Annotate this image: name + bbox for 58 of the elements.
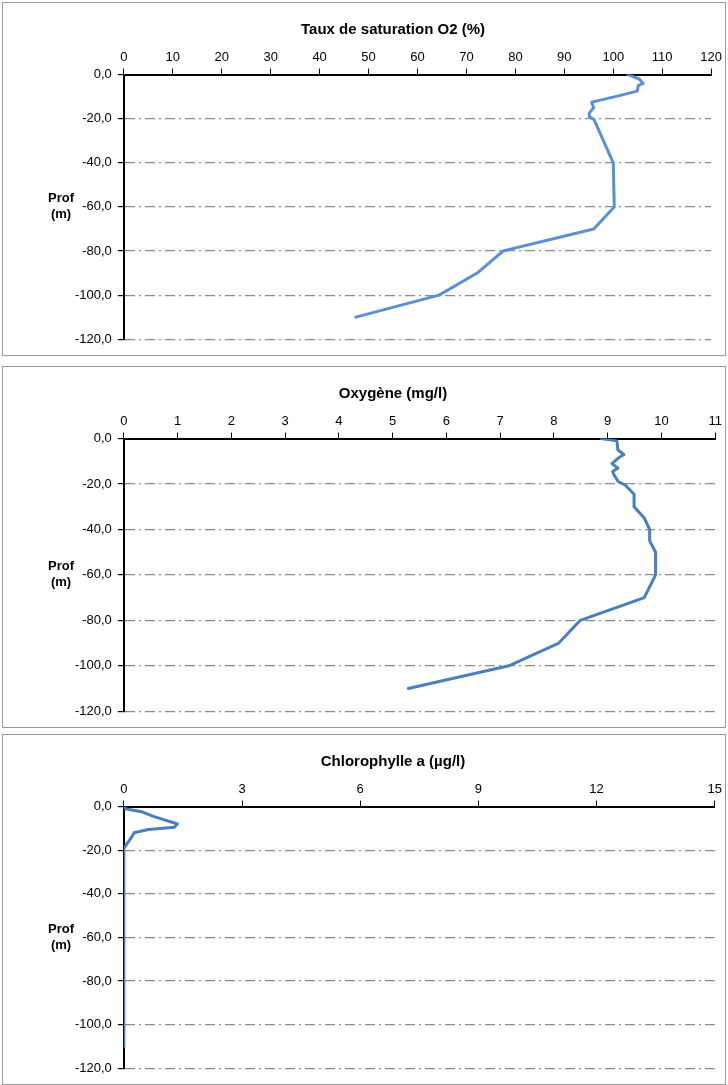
x-tick-label: 5	[389, 413, 397, 429]
chart-title: Taux de saturation O2 (%)	[301, 20, 485, 38]
x-tick-label: 0	[120, 781, 128, 797]
y-tick-label: -100,0	[74, 286, 112, 302]
y-tick-label: -40,0	[82, 521, 112, 537]
y-tick-label: -80,0	[82, 611, 112, 627]
x-tick-label: 1	[174, 413, 182, 429]
y-tick-label: -60,0	[82, 566, 112, 582]
y-tick-label: -60,0	[82, 928, 112, 944]
x-tick-label: 80	[508, 49, 523, 65]
x-tick-label: 12	[589, 781, 604, 797]
y-tick-label: -100,0	[74, 657, 112, 673]
x-tick-label: 20	[214, 49, 229, 65]
x-tick-label: 70	[459, 49, 474, 65]
x-tick-label: 10	[165, 49, 181, 65]
y-tick-label: -20,0	[82, 475, 112, 491]
x-tick-label: 90	[557, 49, 572, 65]
y-tick-label: 0,0	[93, 430, 112, 446]
y-tick-label: -120,0	[74, 702, 112, 718]
y-tick-label: -20,0	[82, 841, 112, 857]
x-tick-label: 6	[442, 413, 451, 429]
y-tick-label: 0,0	[93, 66, 112, 82]
x-tick-label: 3	[238, 781, 246, 797]
y-tick-label: -120,0	[74, 1059, 112, 1075]
x-tick-label: 11	[708, 413, 722, 429]
x-tick-label: 8	[550, 413, 558, 429]
y-tick-label: -20,0	[82, 110, 112, 126]
x-tick-label: 10	[654, 413, 669, 429]
x-tick-label: 3	[281, 413, 289, 429]
x-tick-label: 7	[496, 413, 504, 429]
y-tick-label: -40,0	[82, 154, 112, 170]
y-tick-label: -100,0	[74, 1016, 112, 1032]
y-tick-label: -120,0	[74, 330, 112, 346]
x-tick-label: 120	[700, 49, 723, 65]
y-axis-title: Prof (m)	[48, 558, 75, 590]
x-tick-label: 110	[651, 49, 673, 65]
x-tick-label: 100	[602, 49, 625, 65]
x-tick-label: 4	[335, 413, 343, 429]
x-tick-label: 9	[604, 413, 612, 429]
x-tick-label: 50	[361, 49, 376, 65]
x-tick-label: 9	[474, 781, 483, 797]
y-tick-label: -80,0	[82, 242, 112, 258]
x-tick-label: 40	[312, 49, 327, 65]
x-tick-label: 0	[120, 413, 128, 429]
x-tick-label: 6	[356, 781, 364, 797]
y-tick-label: -60,0	[82, 198, 112, 214]
y-axis-title: Prof (m)	[48, 920, 75, 952]
x-tick-label: 2	[227, 413, 235, 429]
y-axis-title: Prof (m)	[48, 190, 75, 222]
chart-title: Chlorophylle a (µg/l)	[320, 752, 466, 770]
chart-title: Oxygène (mg/l)	[338, 384, 448, 402]
x-tick-label: 15	[707, 781, 722, 797]
y-tick-label: -80,0	[82, 972, 112, 988]
x-tick-label: 60	[410, 49, 425, 65]
x-tick-label: 0	[120, 49, 128, 65]
x-tick-label: 30	[263, 49, 278, 65]
y-tick-label: -40,0	[82, 885, 112, 901]
y-tick-label: 0,0	[93, 798, 112, 814]
